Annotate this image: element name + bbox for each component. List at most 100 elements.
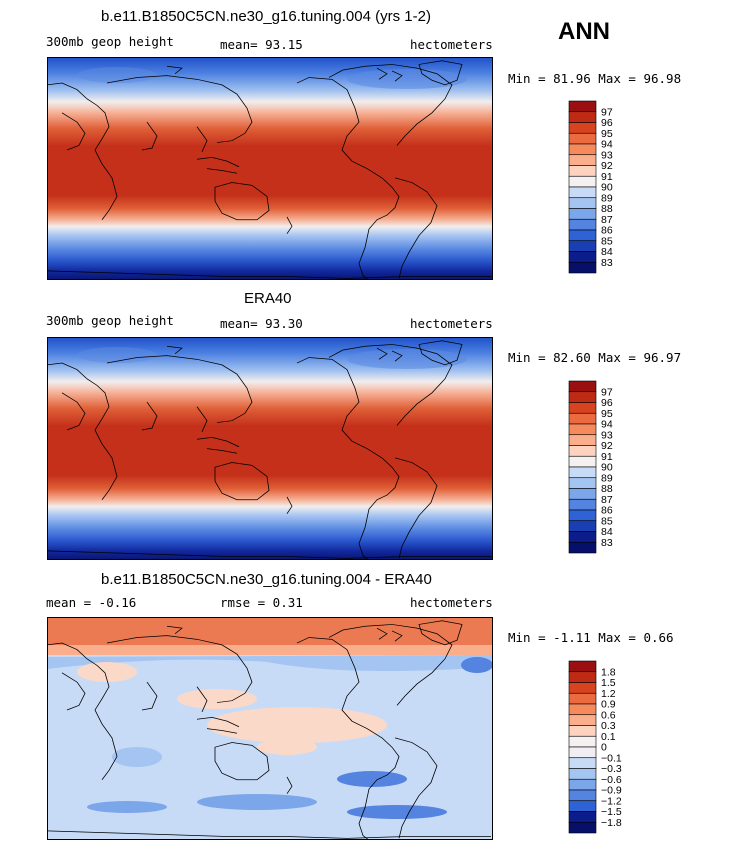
colorbar-swatch: [568, 111, 597, 123]
colorbar-tick-label: 83: [601, 257, 613, 269]
panel3-units-label: hectometers: [410, 595, 493, 610]
colorbar-tick-label: 86: [601, 505, 613, 517]
colorbar-swatch: [568, 251, 597, 263]
panel3-rmse-label: rmse = 0.31: [220, 595, 303, 610]
colorbar-swatch: [568, 100, 597, 113]
panel3-colorbar: 1.81.51.20.90.60.30.10−0.1−0.3−0.6−0.9−1…: [568, 660, 622, 834]
colorbar-tick-label: 83: [601, 537, 613, 549]
colorbar-swatch: [568, 520, 597, 532]
colorbar-swatch: [568, 735, 597, 748]
colorbar-tick-label: 1.8: [601, 666, 616, 678]
colorbar-tick-label: 87: [601, 494, 613, 506]
colorbar-swatch: [568, 466, 597, 479]
colorbar-tick-label: 0.9: [601, 699, 616, 711]
colorbar-tick-label: 89: [601, 192, 613, 204]
colorbar-tick-label: 95: [601, 128, 613, 140]
colorbar-tick-label: 91: [601, 451, 613, 463]
colorbar-tick-label: 84: [601, 526, 613, 538]
colorbar-tick-label: 92: [601, 440, 613, 452]
colorbar-tick-label: 88: [601, 203, 613, 215]
colorbar-swatch: [568, 154, 597, 166]
panel1-mean-label: mean= 93.15: [220, 37, 303, 52]
panel1-minmax-label: Min = 81.96 Max = 96.98: [508, 71, 682, 86]
colorbar-tick-label: −0.3: [601, 763, 622, 775]
colorbar-tick-label: 96: [601, 117, 613, 129]
colorbar-swatch: [568, 445, 597, 457]
colorbar-swatch: [568, 218, 597, 231]
colorbar-swatch: [568, 175, 597, 188]
colorbar-tick-label: −1.2: [601, 795, 622, 807]
colorbar-tick-label: 96: [601, 397, 613, 409]
colorbar-swatch: [568, 811, 597, 823]
colorbar-swatch: [568, 229, 597, 242]
panel2-units-label: hectometers: [410, 316, 493, 331]
colorbar-tick-label: 93: [601, 149, 613, 161]
colorbar-swatch: [568, 391, 597, 403]
colorbar-tick-label: −0.1: [601, 752, 622, 764]
colorbar-swatch: [568, 434, 597, 446]
colorbar-tick-label: 87: [601, 214, 613, 226]
colorbar-swatch: [568, 682, 597, 694]
colorbar-tick-label: 97: [601, 386, 613, 398]
colorbar-swatch: [568, 423, 597, 436]
colorbar-tick-label: 97: [601, 106, 613, 118]
colorbar-swatch: [568, 768, 597, 780]
colorbar-swatch: [568, 789, 597, 802]
panel3-minmax-label: Min = -1.11 Max = 0.66: [508, 630, 674, 645]
colorbar-swatch: [568, 412, 597, 425]
colorbar-tick-label: 0.3: [601, 720, 616, 732]
colorbar-tick-label: 93: [601, 429, 613, 441]
panel3-map: [47, 617, 493, 840]
colorbar-swatch: [568, 208, 597, 220]
colorbar-tick-label: 84: [601, 246, 613, 258]
colorbar-tick-label: 94: [601, 419, 613, 431]
colorbar-swatch: [568, 703, 597, 716]
colorbar-tick-label: 85: [601, 515, 613, 527]
colorbar-swatch: [568, 165, 597, 177]
colorbar-tick-label: 0.6: [601, 709, 616, 721]
colorbar-tick-label: −0.6: [601, 774, 622, 786]
colorbar-swatch: [568, 132, 597, 145]
colorbar-swatch: [568, 122, 597, 134]
colorbar-swatch: [568, 660, 597, 673]
colorbar-swatch: [568, 240, 597, 252]
panel1-title: b.e11.B1850C5CN.ne30_g16.tuning.004 (yrs…: [101, 8, 431, 25]
colorbar-swatch: [568, 800, 597, 812]
panel3-title: b.e11.B1850C5CN.ne30_g16.tuning.004 - ER…: [101, 571, 432, 588]
panel1-map: [47, 57, 493, 280]
panel3-mean-label: mean = -0.16: [46, 595, 137, 610]
colorbar-tick-label: 88: [601, 483, 613, 495]
colorbar-swatch: [568, 380, 597, 393]
colorbar-swatch: [568, 498, 597, 511]
panel2-variable-label: 300mb geop height: [46, 313, 174, 328]
colorbar-swatch: [568, 143, 597, 156]
colorbar-tick-label: 0: [601, 742, 607, 754]
colorbar-tick-label: −0.9: [601, 785, 622, 797]
panel1-units-label: hectometers: [410, 37, 493, 52]
colorbar-tick-label: −1.5: [601, 806, 622, 818]
colorbar-tick-label: 85: [601, 235, 613, 247]
colorbar-tick-label: 1.5: [601, 677, 616, 689]
colorbar-swatch: [568, 757, 597, 769]
colorbar-swatch: [568, 477, 597, 489]
colorbar-tick-label: 90: [601, 182, 613, 194]
colorbar-tick-label: 86: [601, 225, 613, 237]
colorbar-swatch: [568, 186, 597, 199]
colorbar-swatch: [568, 821, 597, 834]
colorbar-swatch: [568, 531, 597, 543]
panel2-map: [47, 337, 493, 560]
colorbar-tick-label: 94: [601, 139, 613, 151]
panel1-variable-label: 300mb geop height: [46, 34, 174, 49]
colorbar-swatch: [568, 261, 597, 274]
colorbar-tick-label: 90: [601, 462, 613, 474]
colorbar-tick-label: −1.8: [601, 817, 622, 829]
colorbar-swatch: [568, 714, 597, 726]
colorbar-swatch: [568, 541, 597, 554]
panel2-mean-label: mean= 93.30: [220, 316, 303, 331]
colorbar-tick-label: 1.2: [601, 688, 616, 700]
colorbar-tick-label: 91: [601, 171, 613, 183]
season-label: ANN: [558, 18, 610, 45]
colorbar-swatch: [568, 746, 597, 759]
